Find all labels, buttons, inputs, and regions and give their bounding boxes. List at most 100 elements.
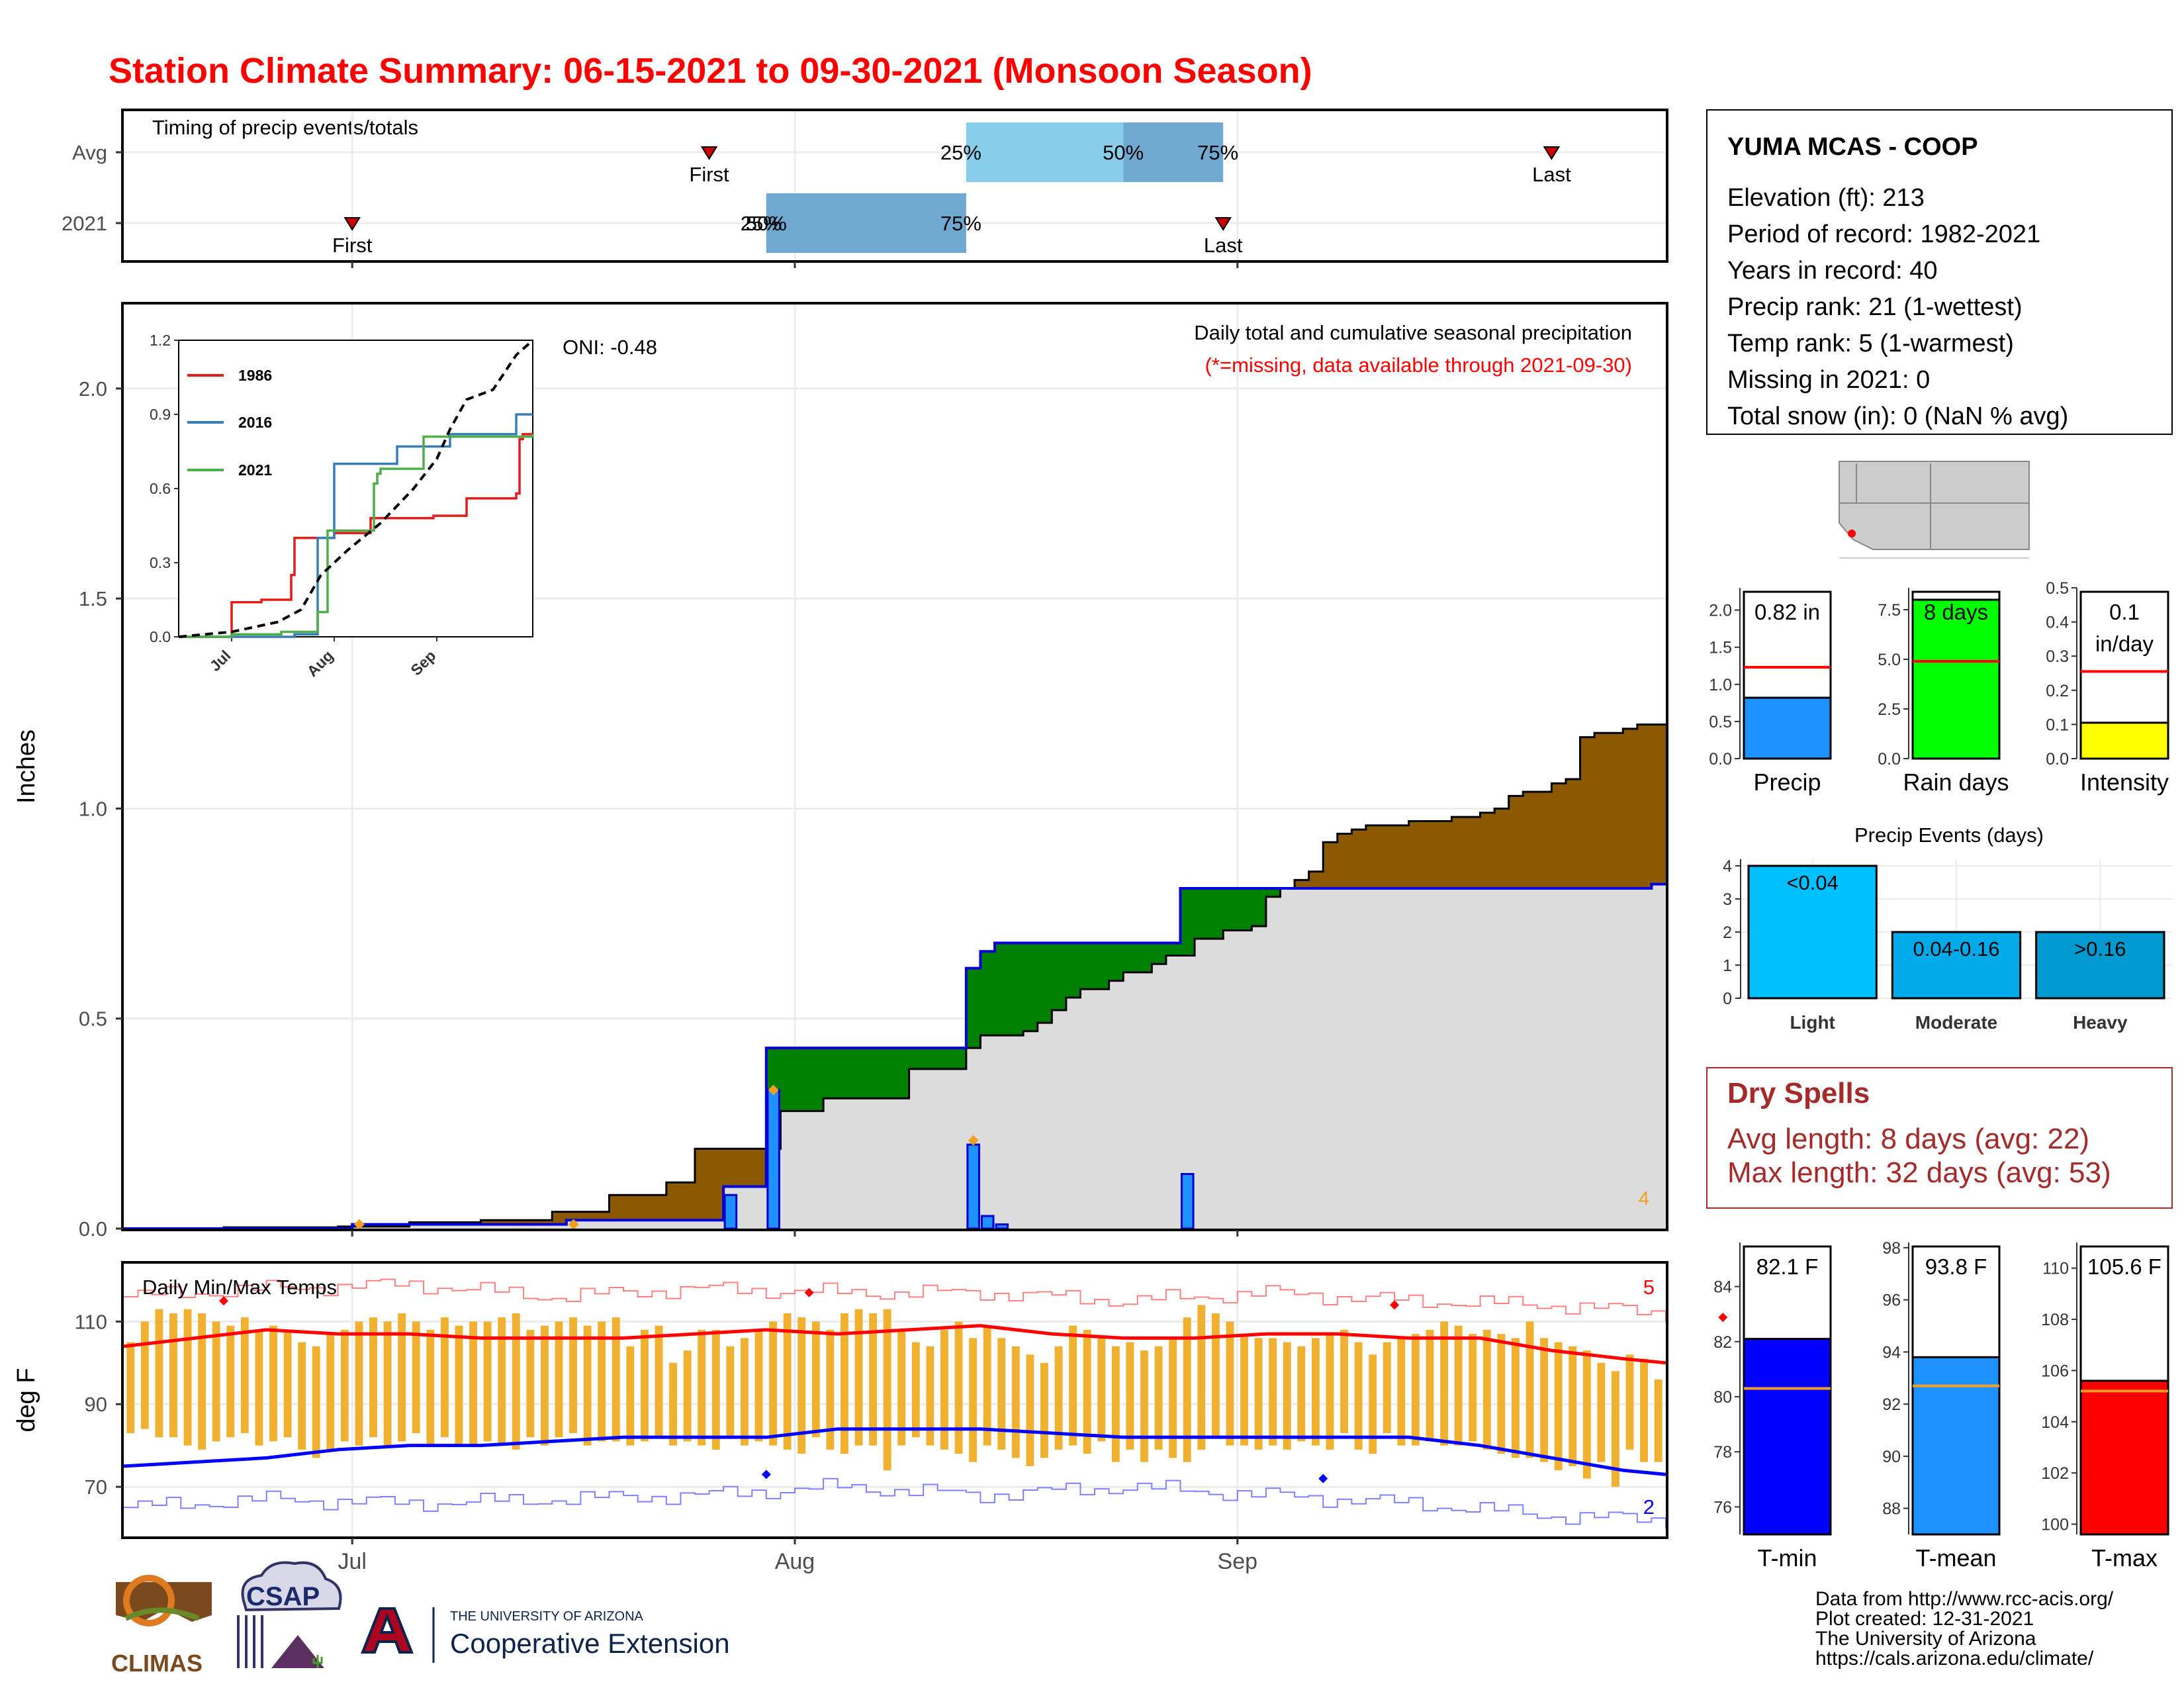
daily-temperature-bar [1154, 1346, 1163, 1450]
summary-tick-label-y: 82 [1713, 1333, 1732, 1352]
daily-temperature-bar [283, 1329, 292, 1438]
daily-temperature-bar [1540, 1338, 1549, 1462]
summary-category-label: T-mean [1915, 1544, 1996, 1571]
map-borders [1839, 463, 2029, 549]
daily-precip-bar [766, 1089, 780, 1230]
precip-cumulative-base [1280, 888, 1295, 1229]
precip-cumulative-base [480, 1224, 496, 1229]
precip-cumulative-base [923, 1068, 938, 1229]
footer-plot-created: Plot created: 12-31-2021 [1815, 1608, 2034, 1630]
precip-cumulative-base [952, 1068, 967, 1229]
daily-temperature-bar [398, 1313, 406, 1442]
daily-temperature-bar [269, 1325, 277, 1442]
precip-cumulative-base [1451, 888, 1467, 1229]
precip-cumulative-base [823, 1098, 839, 1229]
precip-below-average-fill [637, 1195, 653, 1221]
dry-spells-title: Dry Spells [1727, 1077, 1870, 1109]
timing-first-marker [700, 146, 718, 160]
precip-cumulative-base [1480, 888, 1495, 1229]
daily-temperature-bar [1469, 1334, 1477, 1442]
precip-tick-label-y: 2.0 [79, 377, 107, 400]
daily-temperature-bar [997, 1338, 1006, 1450]
daily-temperature-bar [1525, 1321, 1534, 1458]
summary-tick-label-y: 96 [1882, 1291, 1901, 1310]
daily-temperature-bar [1440, 1321, 1448, 1446]
timing-bar-25-50 [966, 122, 1124, 182]
timing-first-marker [343, 217, 361, 231]
summary-value-bar [1743, 1338, 1832, 1536]
precip-cumulative-base [1152, 964, 1167, 1229]
precip-cumulative-base [1080, 989, 1095, 1229]
precip-cumulative-base [1523, 888, 1538, 1229]
daily-temperature-bar [1426, 1329, 1434, 1442]
precip-cumulative-base [1265, 896, 1281, 1229]
daily-temperature-bar [726, 1346, 735, 1438]
timing-p75-label: 75% [940, 212, 981, 235]
timing-panel: Timing of precip events/totals Avg 25% 50%… [62, 109, 1668, 268]
precip-below-average-fill [1637, 724, 1653, 889]
daily-temperature-bar [569, 1317, 577, 1433]
daily-temperature-bar [940, 1329, 948, 1450]
precip-cumulative-base [709, 1220, 724, 1229]
precip-below-average-fill [1451, 817, 1467, 889]
summary-tick-label-y: 108 [2041, 1311, 2069, 1329]
daily-temperature-bar [612, 1317, 620, 1442]
precip-cumulative-base [794, 1111, 810, 1229]
missing-count: 4 [1639, 1188, 1649, 1209]
daily-temperature-bar [1612, 1371, 1619, 1487]
precip-cumulative-base [366, 1226, 381, 1229]
precip-cumulative-base [1208, 939, 1224, 1229]
precip-tick-label-y: 0.0 [79, 1217, 107, 1241]
precip-cumulative-base [1180, 955, 1195, 1229]
map-states [1839, 461, 2030, 550]
timing-bar-50-75 [766, 193, 966, 253]
ua-name-text: THE UNIVERSITY OF ARIZONA [450, 1609, 644, 1624]
daily-precip-bar [723, 1194, 738, 1230]
summary-tick-label-y: 90 [1882, 1448, 1901, 1466]
precip-above-average-fill [1123, 943, 1138, 972]
precip-above-average-fill [1109, 943, 1124, 981]
timing-first-label: First [332, 234, 373, 257]
precip-below-average-fill [1537, 792, 1553, 889]
precip-above-average-fill [809, 1048, 824, 1111]
precip-below-average-fill [494, 1220, 510, 1225]
precip-cumulative-base [1137, 972, 1152, 1229]
timing-p25-label: 25% [940, 141, 981, 164]
precip-above-average-fill [1066, 943, 1081, 998]
precip-above-average-fill [1037, 943, 1052, 1023]
precip-below-average-fill [752, 1149, 767, 1187]
precip-above-average-fill [837, 1048, 852, 1099]
daily-temperature-bar [911, 1342, 920, 1438]
precip-tick-label-y: 0.5 [79, 1008, 107, 1031]
timing-bar-50-75 [1123, 122, 1224, 182]
precip-cumulative-base [1651, 884, 1666, 1229]
precip-cumulative-base [752, 1186, 767, 1229]
precip-cumulative-base [552, 1224, 567, 1229]
timing-last-label: Last [1532, 163, 1571, 186]
record-low-marker [1318, 1474, 1328, 1483]
daily-temperature-bar [326, 1334, 335, 1450]
precip-above-average-fill [1023, 943, 1038, 1031]
daily-temperature-bar [797, 1317, 806, 1454]
daily-temperature-bar [440, 1317, 449, 1438]
precip-cumulative-base [895, 1098, 910, 1229]
temperature-panel: Daily Min/Max Temps 5 2 deg F Jul Aug Sep 7… [13, 1261, 1728, 1574]
page-title: Station Climate Summary: 06-15-2021 to 0… [109, 51, 1312, 91]
precip-below-average-fill [1523, 792, 1538, 889]
daily-temperature-bar [1369, 1354, 1377, 1454]
precip-cumulative-base [523, 1224, 539, 1229]
daily-precip-bar [1180, 1173, 1195, 1230]
inset-legend-label: 2021 [238, 461, 272, 479]
summary-tick-label-y: 2.5 [1878, 700, 1901, 719]
daily-temperature-bar [1026, 1354, 1034, 1466]
summary-category-label: Intensity [2080, 769, 2169, 796]
daily-temperature-bar [869, 1313, 878, 1446]
precip-cumulative-base [1308, 888, 1324, 1229]
precip-cumulative-base [494, 1224, 510, 1229]
daily-temperature-bar [1482, 1329, 1491, 1450]
precip-above-average-fill [1137, 943, 1152, 972]
events-category-label: Light [1790, 1012, 1835, 1033]
temperature-tick-label-y: 90 [85, 1393, 107, 1416]
daily-temperature-bar [1326, 1334, 1334, 1450]
daily-temperature-bar [1226, 1321, 1234, 1446]
